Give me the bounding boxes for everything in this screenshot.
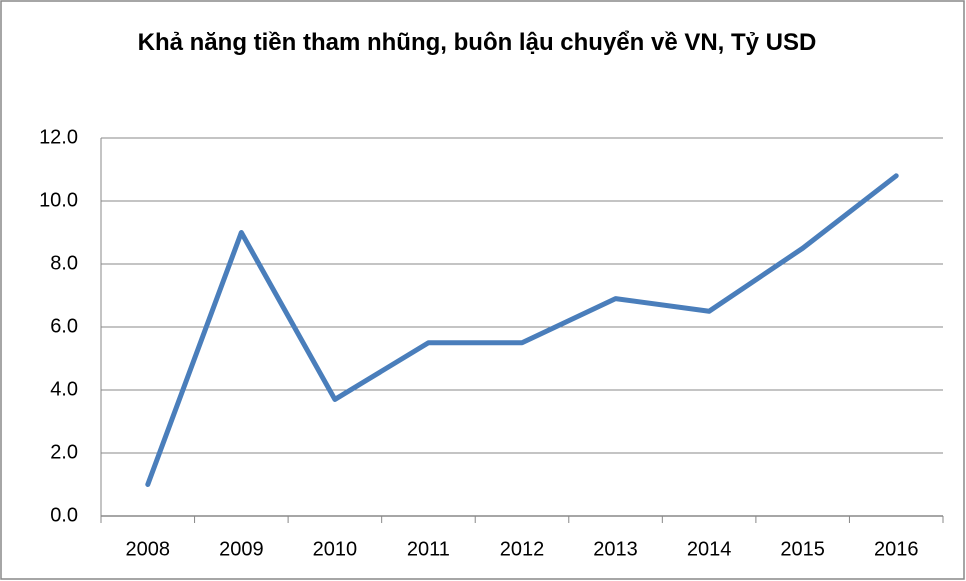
data-line: [145, 173, 899, 487]
chart-title: Khả năng tiền tham nhũng, buôn lậu chuyể…: [137, 29, 817, 56]
x-tick-label: 2009: [219, 538, 264, 560]
x-tick-label: 2016: [874, 538, 919, 560]
x-tick-label: 2012: [500, 538, 545, 560]
x-tick-label: 2011: [407, 538, 450, 560]
y-tick-label: 6.0: [50, 315, 78, 337]
x-tick-label: 2015: [780, 538, 825, 560]
y-tick-label: 12.0: [39, 126, 78, 148]
x-tick-label: 2008: [126, 538, 171, 560]
y-tick-label: 2.0: [50, 441, 78, 463]
x-tick-label: 2010: [313, 538, 358, 560]
y-tick-label: 4.0: [50, 378, 78, 400]
y-tick-label: 0.0: [50, 504, 78, 526]
y-tick-label: 10.0: [39, 189, 78, 211]
y-tick-label: 8.0: [50, 252, 78, 274]
x-tick-label: 2013: [593, 538, 638, 560]
x-tick-label: 2014: [687, 538, 732, 560]
